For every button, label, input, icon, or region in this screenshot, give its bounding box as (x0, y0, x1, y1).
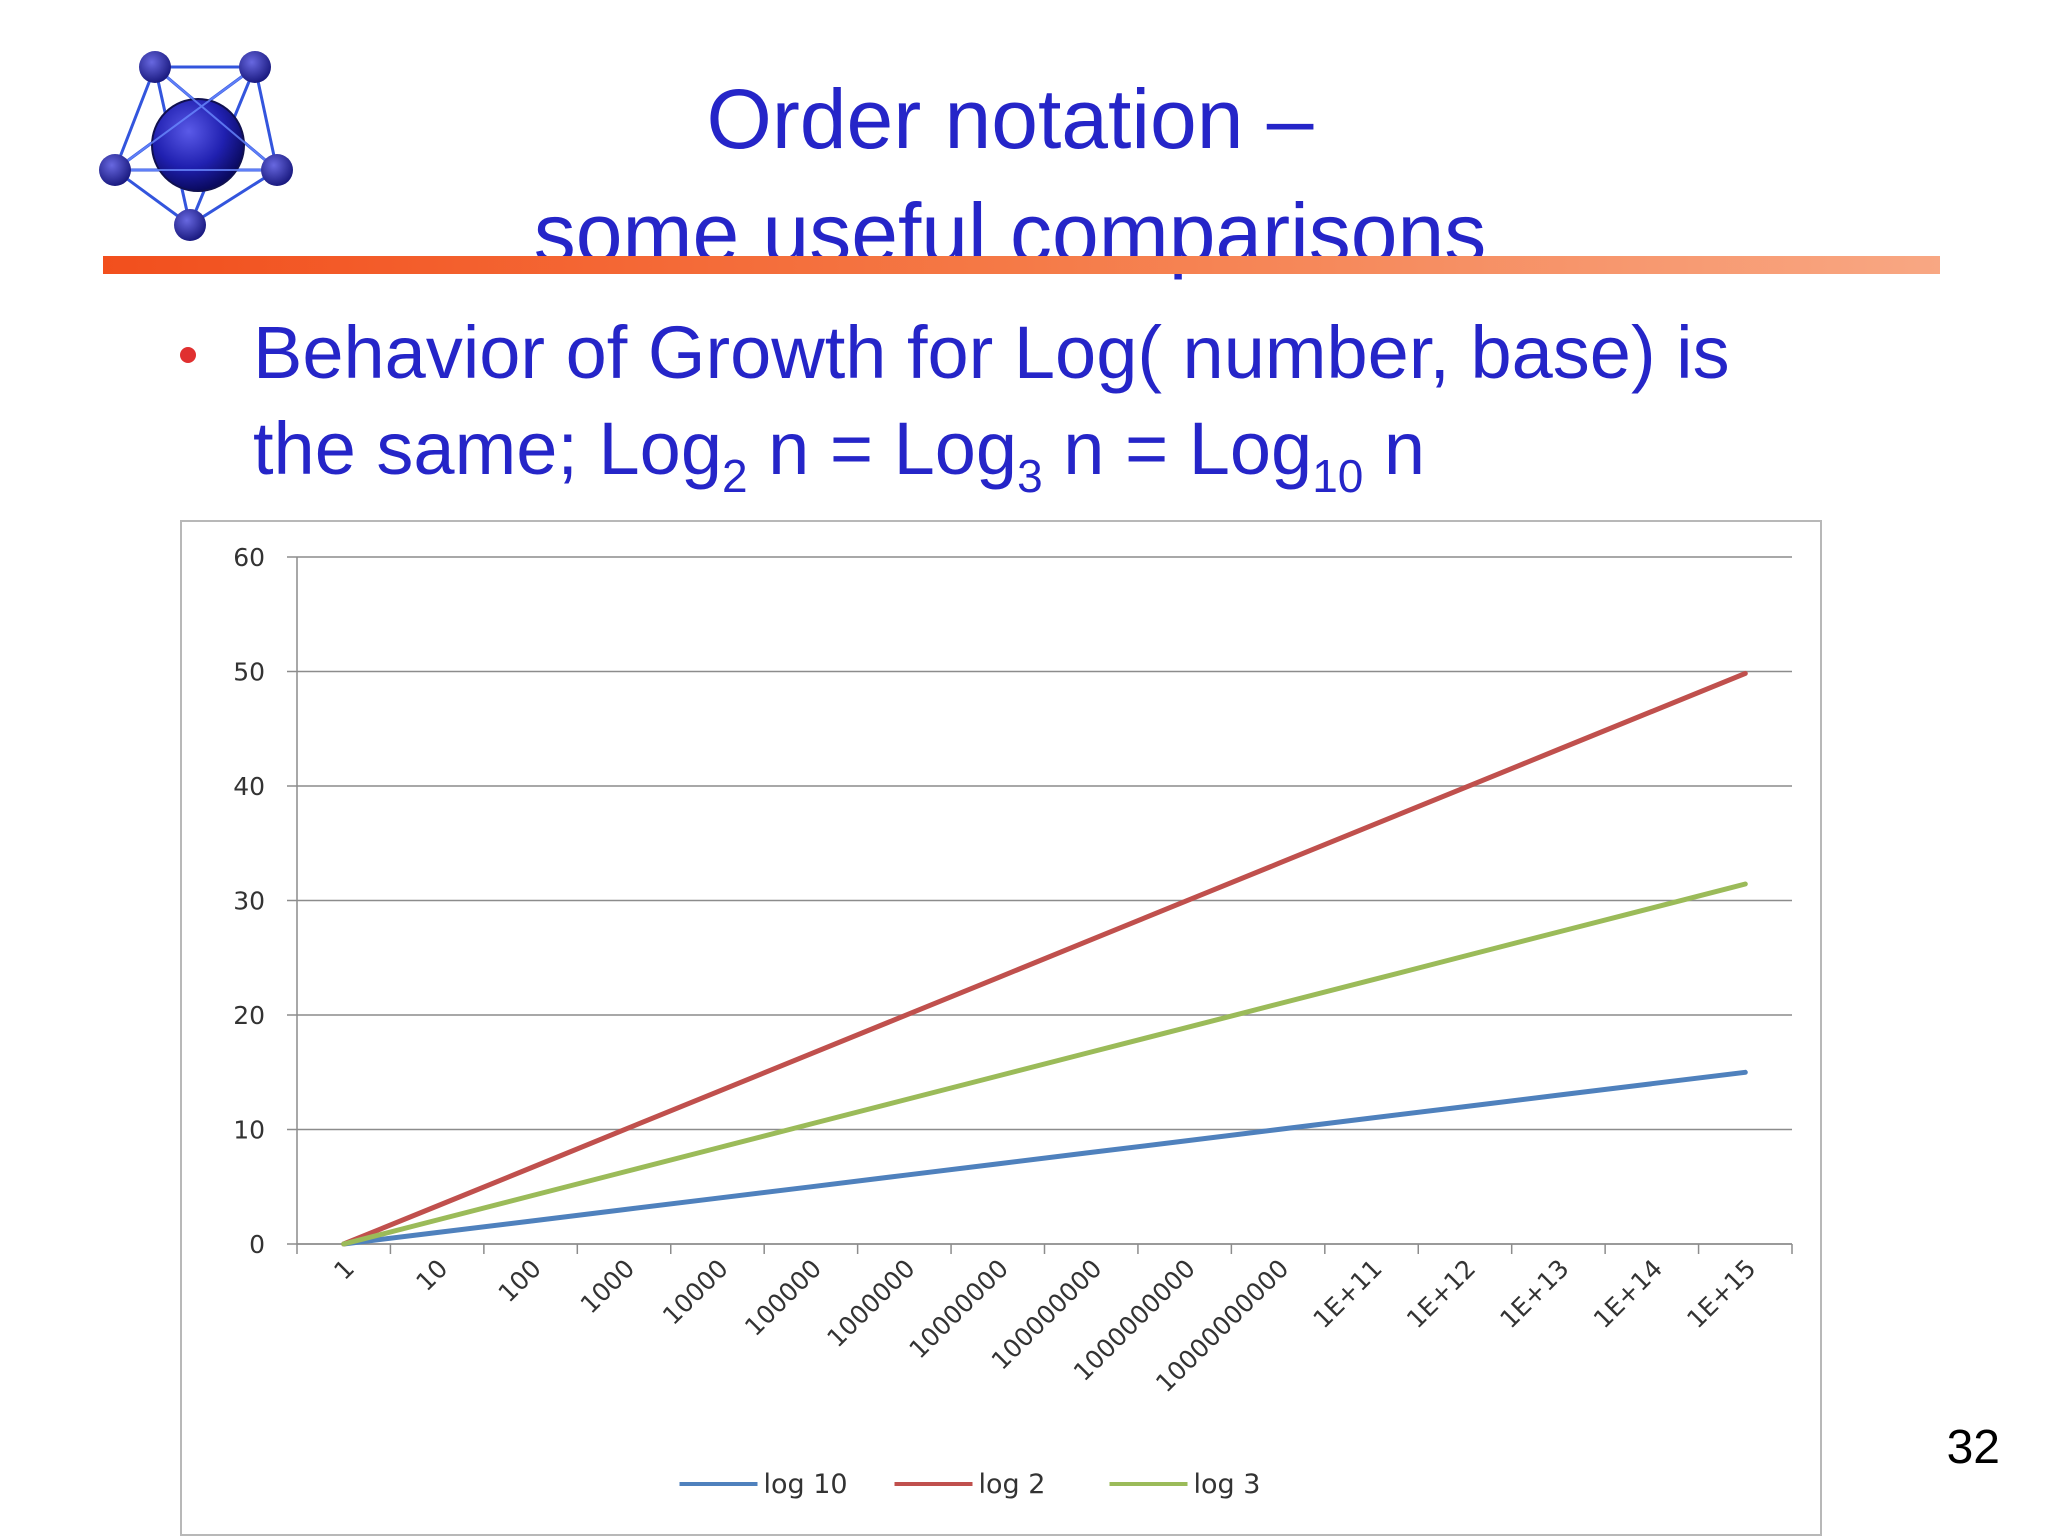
bullet-line-1: Behavior of Growth for Log( number, base… (253, 311, 1730, 394)
subscript-base-3: 3 (1017, 450, 1043, 502)
page-number: 32 (1946, 1421, 2000, 1474)
y-tick-label: 50 (233, 658, 265, 687)
x-tick-label: 10 (410, 1254, 453, 1297)
series-line-log-3 (341, 881, 1748, 1247)
y-tick-label: 20 (233, 1001, 265, 1030)
x-tick-label: 1000 (575, 1254, 640, 1319)
slide-title-line-1: Order notation – (706, 72, 1314, 166)
bullet-line-2-part-1: the same; Log (253, 407, 722, 490)
x-tick-label: 1E+13 (1494, 1254, 1574, 1334)
y-tick-label: 30 (233, 887, 265, 916)
series-line-log-10 (341, 1069, 1748, 1247)
bullet-dot-icon (180, 347, 196, 363)
y-tick-label: 40 (233, 772, 265, 801)
x-tick-label: 1E+11 (1308, 1254, 1388, 1334)
subscript-base-2: 2 (721, 450, 748, 502)
network-sphere-logo-icon (99, 51, 293, 241)
subscript-base-10: 10 (1312, 450, 1364, 502)
x-tick-label: 100 (493, 1254, 547, 1308)
title-underline-bar (103, 256, 1940, 274)
x-tick-label: 1E+14 (1588, 1254, 1668, 1334)
x-tick-label: 1E+12 (1401, 1254, 1481, 1334)
log-growth-chart: 0 10 20 30 40 50 60 1 10 100 1000 10000 100000 100000… (180, 520, 1822, 1536)
legend-label-log-10: log 10 (764, 1469, 848, 1500)
x-tick-label: 10000 (657, 1254, 734, 1331)
y-tick-label: 60 (233, 543, 265, 572)
bullet-text: Behavior of Growth for Log( number, base… (253, 305, 1953, 499)
x-tick-label: 1000000 (821, 1254, 920, 1353)
bullet-line-2-part-3: n = Log (1042, 407, 1313, 490)
bullet-line-2: the same; Log2 n = Log3 n = Log10 n (253, 401, 1953, 499)
y-tick-label: 0 (249, 1230, 265, 1259)
series-line-log-2 (341, 670, 1748, 1247)
chart-canvas: 0 10 20 30 40 50 60 1 10 100 1000 10000 100000100000… (233, 543, 1793, 1500)
bullet-line-2-part-4: n (1363, 407, 1426, 490)
x-tick-label: 100000 (739, 1254, 827, 1342)
bullet-line-2-part-2: n = Log (747, 407, 1018, 490)
legend-label-log-2: log 2 (979, 1469, 1046, 1500)
x-tick-label: 1E+15 (1681, 1254, 1761, 1334)
legend-label-log-3: log 3 (1194, 1469, 1261, 1500)
y-tick-label: 10 (233, 1116, 265, 1145)
x-tick-label: 1 (328, 1254, 360, 1286)
